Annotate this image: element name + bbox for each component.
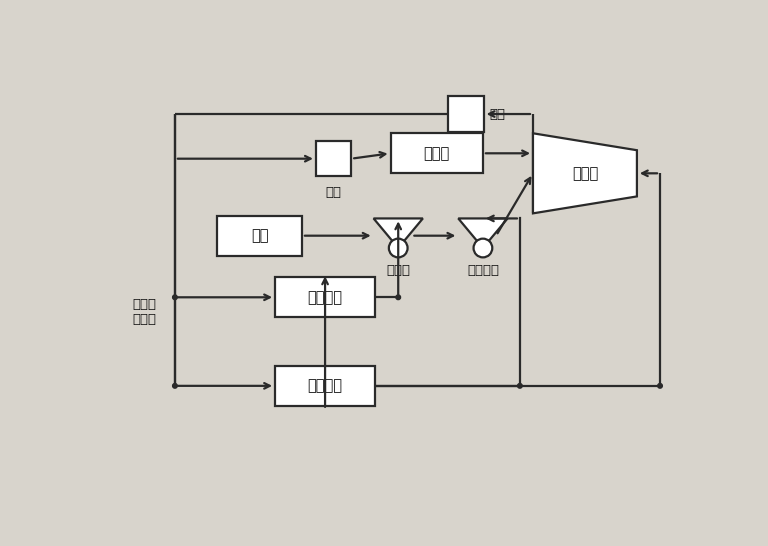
Text: 主汽门: 主汽门	[386, 264, 410, 277]
Polygon shape	[533, 133, 637, 213]
Bar	[449, 96, 484, 132]
Circle shape	[173, 383, 177, 388]
Circle shape	[518, 383, 522, 388]
Circle shape	[474, 239, 492, 257]
Polygon shape	[458, 218, 508, 248]
Circle shape	[389, 239, 408, 257]
Text: 其他保
护信号: 其他保 护信号	[132, 298, 156, 326]
Text: 保护系统: 保护系统	[307, 290, 343, 305]
Text: 调节汽门: 调节汽门	[467, 264, 499, 277]
Polygon shape	[373, 218, 423, 248]
Circle shape	[173, 295, 177, 300]
Circle shape	[657, 383, 662, 388]
Circle shape	[396, 295, 401, 300]
Text: 功率: 功率	[490, 108, 506, 121]
Bar	[275, 277, 375, 317]
Bar	[390, 133, 483, 173]
Text: 锅炉: 锅炉	[251, 228, 268, 243]
Text: 转速: 转速	[326, 186, 342, 199]
Text: 发电机: 发电机	[424, 146, 450, 161]
Text: 汽轮机: 汽轮机	[572, 166, 598, 181]
Bar	[217, 216, 302, 256]
Bar	[316, 141, 351, 176]
Text: 调节系统: 调节系统	[307, 378, 343, 393]
Bar	[275, 366, 375, 406]
